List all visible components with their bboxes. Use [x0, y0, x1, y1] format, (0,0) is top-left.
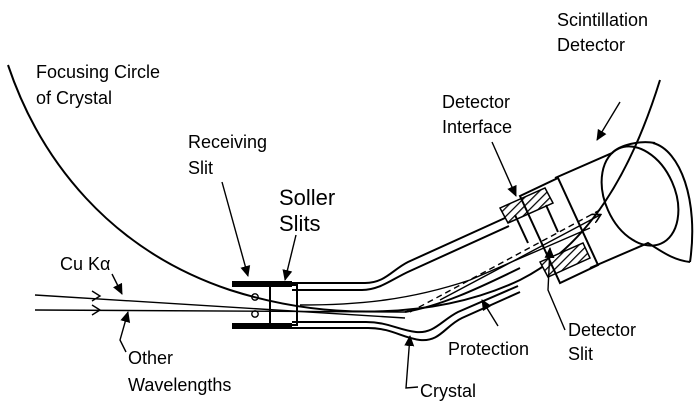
protection-tube-lower	[292, 291, 521, 342]
label-receiving-slit-2: Slit	[188, 158, 213, 178]
label-focusing-circle-2: of Crystal	[36, 88, 112, 108]
reflected-beam-dashed	[409, 209, 601, 313]
label-detector-slit-2: Slit	[568, 344, 593, 364]
protection-tube-upper-inner	[292, 225, 510, 291]
beam-to-detector	[439, 215, 600, 301]
protection-tube-lower-inner	[292, 285, 519, 334]
beam-lower	[34, 309, 406, 313]
label-crystal: Crystal	[420, 381, 476, 401]
pointer-cu-k-alpha	[111, 273, 123, 295]
label-other-wavelengths-2: Wavelengths	[128, 375, 231, 395]
label-detector-slit-1: Detector	[568, 320, 636, 340]
label-other-wavelengths-1: Other	[128, 348, 173, 368]
receiving-slit	[232, 281, 292, 329]
protection-tube-upper	[292, 217, 506, 284]
pointer-other-wavelengths	[119, 311, 131, 353]
label-protection: Protection	[448, 339, 529, 359]
label-cu-k-alpha: Cu Kα	[60, 254, 110, 274]
beam-arrow-2	[91, 304, 102, 316]
pointer-soller-slits	[282, 234, 297, 281]
diffracted-beam	[299, 227, 591, 306]
detector-interface	[498, 187, 592, 278]
scintillation-detector	[554, 141, 694, 269]
label-focusing-circle-1: Focusing Circle	[36, 62, 160, 82]
label-soller-slits-2: Slits	[279, 211, 321, 236]
label-receiving-slit-1: Receiving	[188, 132, 267, 152]
beam-arrow-1	[91, 290, 102, 302]
soller-slits	[269, 284, 298, 326]
pointer-detector-slit	[544, 247, 566, 331]
label-scintillation-detector-1: Scintillation	[557, 10, 648, 30]
pointer-detector-interface	[491, 141, 517, 197]
label-scintillation-detector-2: Detector	[557, 35, 625, 55]
pointer-crystal	[404, 335, 419, 389]
pointer-scintillation-detector	[596, 101, 621, 141]
label-detector-interface-2: Interface	[442, 117, 512, 137]
crystal	[404, 267, 521, 313]
pointer-protection	[481, 299, 499, 327]
beam-upper	[34, 294, 406, 319]
label-detector-interface-1: Detector	[442, 92, 510, 112]
pointer-receiving-slit	[221, 181, 251, 277]
label-soller-slits-1: Soller	[279, 185, 335, 210]
